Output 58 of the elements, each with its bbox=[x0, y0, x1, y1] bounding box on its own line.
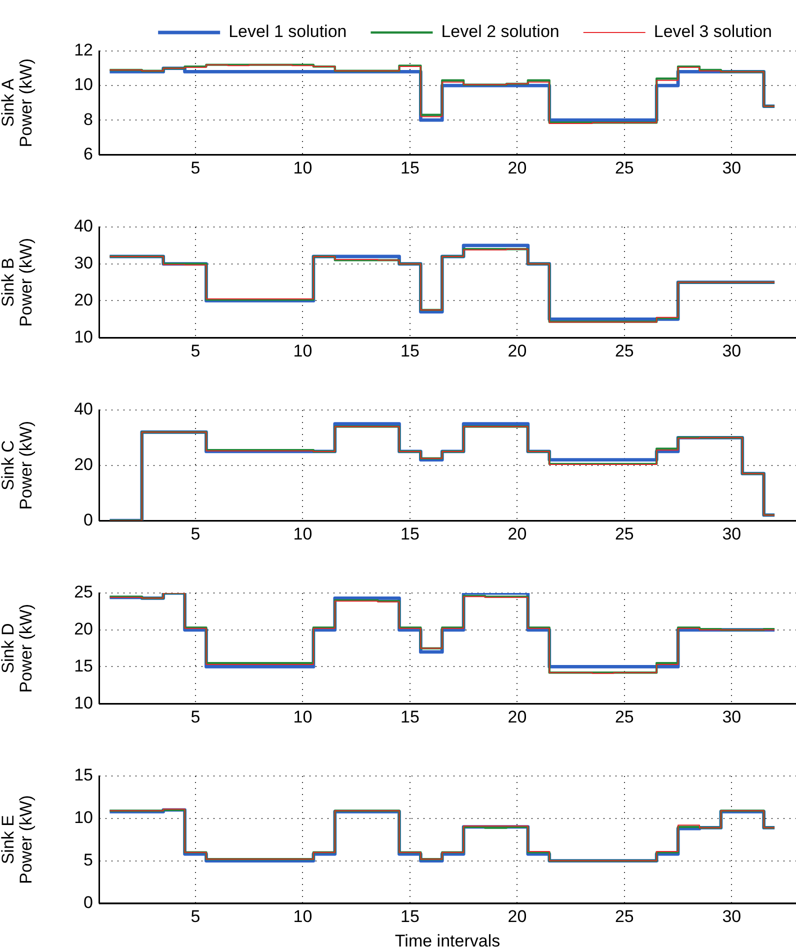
y-tick-label: 0 bbox=[84, 510, 93, 530]
x-tick-label: 25 bbox=[614, 524, 634, 544]
x-tick-label: 25 bbox=[614, 341, 634, 360]
x-tick-label: 10 bbox=[293, 341, 312, 360]
x-tick-label: 15 bbox=[400, 907, 420, 926]
x-tick-label: 30 bbox=[722, 158, 742, 178]
y-tick-label: 15 bbox=[74, 656, 93, 676]
x-tick-label: 25 bbox=[614, 158, 634, 178]
x-tick-label: 20 bbox=[508, 907, 527, 926]
x-axis-title: Time intervals bbox=[394, 931, 500, 950]
x-tick-label: 5 bbox=[190, 907, 200, 926]
y-tick-label: 10 bbox=[74, 75, 93, 94]
x-tick-label: 20 bbox=[508, 341, 527, 360]
x-tick-label: 30 bbox=[722, 907, 742, 926]
x-tick-label: 30 bbox=[722, 707, 742, 726]
x-tick-label: 10 bbox=[293, 524, 312, 544]
x-tick-label: 20 bbox=[508, 524, 527, 544]
y-axis-title: Sink C Power (kW) bbox=[0, 420, 36, 510]
y-tick-label: 10 bbox=[74, 808, 93, 828]
y-tick-label: 6 bbox=[84, 144, 93, 164]
x-tick-label: 30 bbox=[722, 341, 742, 360]
x-tick-label: 5 bbox=[190, 341, 200, 360]
legend-label: Level 2 solution bbox=[441, 22, 560, 42]
x-tick-label: 5 bbox=[190, 524, 200, 544]
x-tick-label: 15 bbox=[400, 524, 420, 544]
y-tick-label: 40 bbox=[74, 400, 93, 419]
x-tick-label: 10 bbox=[293, 907, 312, 926]
x-tick-label: 15 bbox=[400, 341, 420, 360]
x-tick-label: 25 bbox=[614, 907, 634, 926]
x-tick-label: 5 bbox=[190, 158, 200, 178]
y-tick-label: 12 bbox=[74, 40, 93, 60]
y-tick-label: 5 bbox=[84, 850, 93, 870]
y-tick-label: 10 bbox=[74, 693, 93, 712]
x-tick-label: 30 bbox=[722, 524, 742, 544]
x-tick-label: 25 bbox=[614, 707, 634, 726]
x-tick-label: 20 bbox=[508, 158, 527, 178]
y-axis-title: Sink A Power (kW) bbox=[0, 58, 36, 148]
y-tick-label: 20 bbox=[74, 290, 93, 310]
x-tick-label: 5 bbox=[190, 707, 200, 726]
y-tick-label: 25 bbox=[74, 582, 93, 602]
legend-label: Level 3 solution bbox=[654, 22, 772, 42]
y-axis-title: Sink E Power (kW) bbox=[0, 795, 36, 884]
x-tick-label: 15 bbox=[400, 158, 420, 178]
y-tick-label: 20 bbox=[74, 454, 93, 474]
x-tick-label: 10 bbox=[293, 158, 312, 178]
x-tick-label: 15 bbox=[400, 707, 420, 726]
y-tick-label: 20 bbox=[74, 620, 93, 639]
y-tick-label: 15 bbox=[74, 766, 93, 785]
x-tick-label: 10 bbox=[293, 707, 312, 726]
y-tick-label: 8 bbox=[84, 110, 93, 129]
y-tick-label: 0 bbox=[84, 892, 93, 912]
y-axis-title: Sink B Power (kW) bbox=[0, 238, 36, 327]
y-tick-label: 30 bbox=[74, 254, 93, 273]
y-tick-label: 10 bbox=[74, 327, 93, 346]
y-tick-label: 40 bbox=[74, 216, 93, 236]
y-axis-title: Sink D Power (kW) bbox=[0, 604, 36, 693]
x-tick-label: 20 bbox=[508, 707, 527, 726]
legend-label: Level 1 solution bbox=[228, 22, 347, 42]
